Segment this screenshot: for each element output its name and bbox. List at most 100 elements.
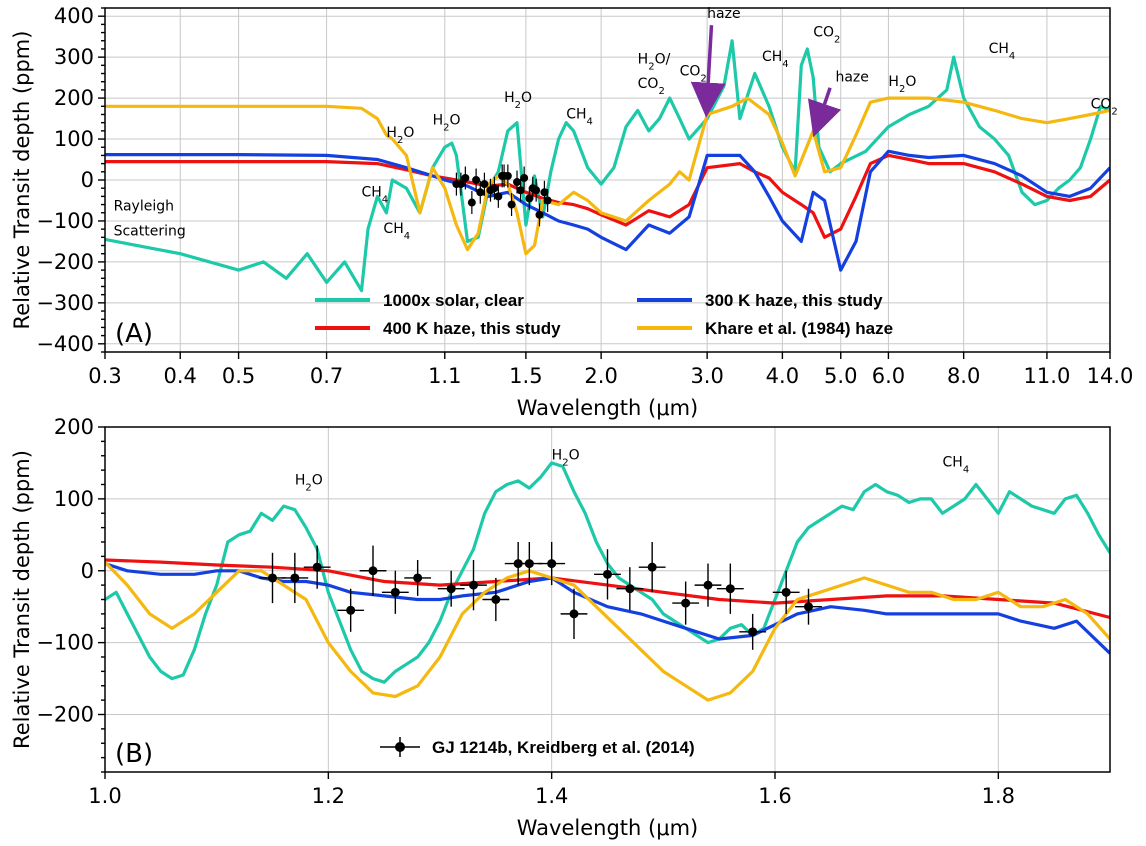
annotation-label: CO2 bbox=[680, 64, 707, 85]
annotation-label: CO2 bbox=[638, 76, 665, 97]
x-tick-label: 0.4 bbox=[164, 364, 197, 388]
y-tick-label: −400 bbox=[36, 332, 94, 356]
annotation-label: CH4 bbox=[361, 184, 388, 205]
data-point bbox=[346, 605, 356, 615]
y-tick-label: 400 bbox=[54, 4, 94, 28]
x-tick-label: 8.0 bbox=[947, 364, 980, 388]
data-point bbox=[513, 559, 523, 569]
data-point bbox=[513, 178, 522, 187]
data-point bbox=[312, 562, 322, 572]
y-tick-label: −200 bbox=[36, 703, 94, 727]
series-line-haze400 bbox=[105, 153, 1110, 239]
annotation-label: Scattering bbox=[114, 223, 186, 239]
data-point bbox=[520, 173, 529, 182]
y-tick-label: 200 bbox=[54, 86, 94, 110]
x-tick-label: 1.0 bbox=[88, 784, 121, 808]
x-tick-label: 0.7 bbox=[310, 364, 343, 388]
x-tick-label: 5.0 bbox=[824, 364, 857, 388]
legend: 1000x solar, clear 300 K haze, this study… bbox=[315, 291, 893, 338]
data-point bbox=[748, 627, 758, 637]
legend-swatch-point bbox=[395, 742, 405, 752]
annotation-label: haze bbox=[835, 70, 868, 86]
y-tick-label: 300 bbox=[54, 45, 94, 69]
annotation-label: CH4 bbox=[566, 107, 593, 128]
panel-a: 0.3 0.4 0.5 0.7 1.1 1.5 2.0 3.0 4.0 5.0 6.0 8.0 11.0… bbox=[10, 4, 1133, 420]
data-point bbox=[494, 192, 503, 201]
y-tick-label: 100 bbox=[54, 487, 94, 511]
series-line-clear bbox=[105, 39, 1110, 293]
data-point bbox=[507, 200, 516, 209]
annotation-label: CH4 bbox=[989, 41, 1016, 62]
annotation-label: CH4 bbox=[383, 221, 410, 242]
annotation-label: CH4 bbox=[762, 49, 789, 70]
x-tick-label: 0.5 bbox=[222, 364, 255, 388]
y-tick-label: 0 bbox=[81, 168, 94, 192]
legend-label: 300 K haze, this study bbox=[705, 291, 883, 310]
data-point bbox=[516, 186, 525, 195]
x-tick-label: 14.0 bbox=[1087, 364, 1134, 388]
data-point bbox=[390, 587, 400, 597]
series-line-haze300 bbox=[105, 562, 1110, 655]
x-axis-label: Wavelength (μm) bbox=[517, 396, 698, 420]
haze-arrow bbox=[807, 87, 842, 138]
x-tick-label: 2.0 bbox=[584, 364, 617, 388]
y-axis-label: Relative Transit depth (ppm) bbox=[10, 31, 34, 330]
data-point bbox=[569, 609, 579, 619]
data-point bbox=[491, 595, 501, 604]
annotation-label: H2O bbox=[888, 74, 916, 95]
data-point bbox=[446, 584, 456, 594]
legend-label: 1000x solar, clear bbox=[383, 291, 524, 310]
data-point bbox=[368, 566, 378, 576]
panel-letter: (B) bbox=[115, 739, 153, 769]
annotation-label: H2O bbox=[552, 447, 580, 468]
data-point bbox=[524, 559, 534, 569]
y-tick-label: 200 bbox=[54, 415, 94, 439]
x-tick-label: 1.6 bbox=[758, 784, 791, 808]
data-point bbox=[290, 573, 300, 583]
data-point bbox=[469, 580, 478, 590]
y-tick-label: −100 bbox=[36, 209, 94, 233]
y-axis-label: Relative Transit depth (ppm) bbox=[10, 450, 34, 749]
data-point bbox=[525, 194, 534, 203]
annotation-label: H2O bbox=[295, 473, 323, 494]
legend-label: GJ 1214b, Kreidberg et al. (2014) bbox=[432, 738, 695, 757]
data-point bbox=[476, 188, 485, 197]
x-axis-label: Wavelength (μm) bbox=[517, 816, 698, 840]
annotation-label: CO2 bbox=[813, 25, 840, 46]
x-tick-label: 6.0 bbox=[872, 364, 905, 388]
annotation-label: CH4 bbox=[943, 455, 970, 476]
data-point bbox=[540, 188, 549, 197]
data-point bbox=[703, 580, 713, 590]
x-tick-label: 1.4 bbox=[535, 784, 568, 808]
x-tick-label: 1.5 bbox=[509, 364, 542, 388]
data-point bbox=[268, 573, 277, 583]
y-tick-label: 0 bbox=[81, 559, 94, 583]
x-tick-label: 1.1 bbox=[428, 364, 461, 388]
data-point bbox=[681, 598, 691, 608]
data-point bbox=[647, 562, 657, 572]
data-point bbox=[547, 559, 557, 569]
legend-label: Khare et al. (1984) haze bbox=[705, 319, 893, 338]
y-tick-label: 100 bbox=[54, 127, 94, 151]
data-point bbox=[480, 180, 489, 189]
x-tick-label: 1.2 bbox=[312, 784, 345, 808]
x-tick-label: 1.8 bbox=[982, 784, 1015, 808]
y-tick-label: −100 bbox=[36, 631, 94, 655]
legend: GJ 1214b, Kreidberg et al. (2014) bbox=[380, 737, 695, 757]
x-tick-label: 0.3 bbox=[88, 364, 121, 388]
y-tick-label: −200 bbox=[36, 250, 94, 274]
annotation-label: H2O/ bbox=[638, 51, 671, 72]
x-tick-label: 4.0 bbox=[766, 364, 799, 388]
data-point bbox=[804, 602, 813, 612]
data-point bbox=[543, 196, 552, 205]
data-point bbox=[503, 171, 512, 180]
panel-letter: (A) bbox=[115, 319, 153, 349]
data-point bbox=[535, 210, 544, 219]
x-tick-label: 11.0 bbox=[1024, 364, 1071, 388]
data-point bbox=[781, 587, 791, 597]
data-point bbox=[532, 186, 541, 195]
data-point bbox=[725, 584, 735, 594]
annotation-label: CO2 bbox=[1091, 96, 1118, 117]
annotation-label: H2O bbox=[386, 125, 414, 146]
plot-area bbox=[105, 39, 1110, 293]
